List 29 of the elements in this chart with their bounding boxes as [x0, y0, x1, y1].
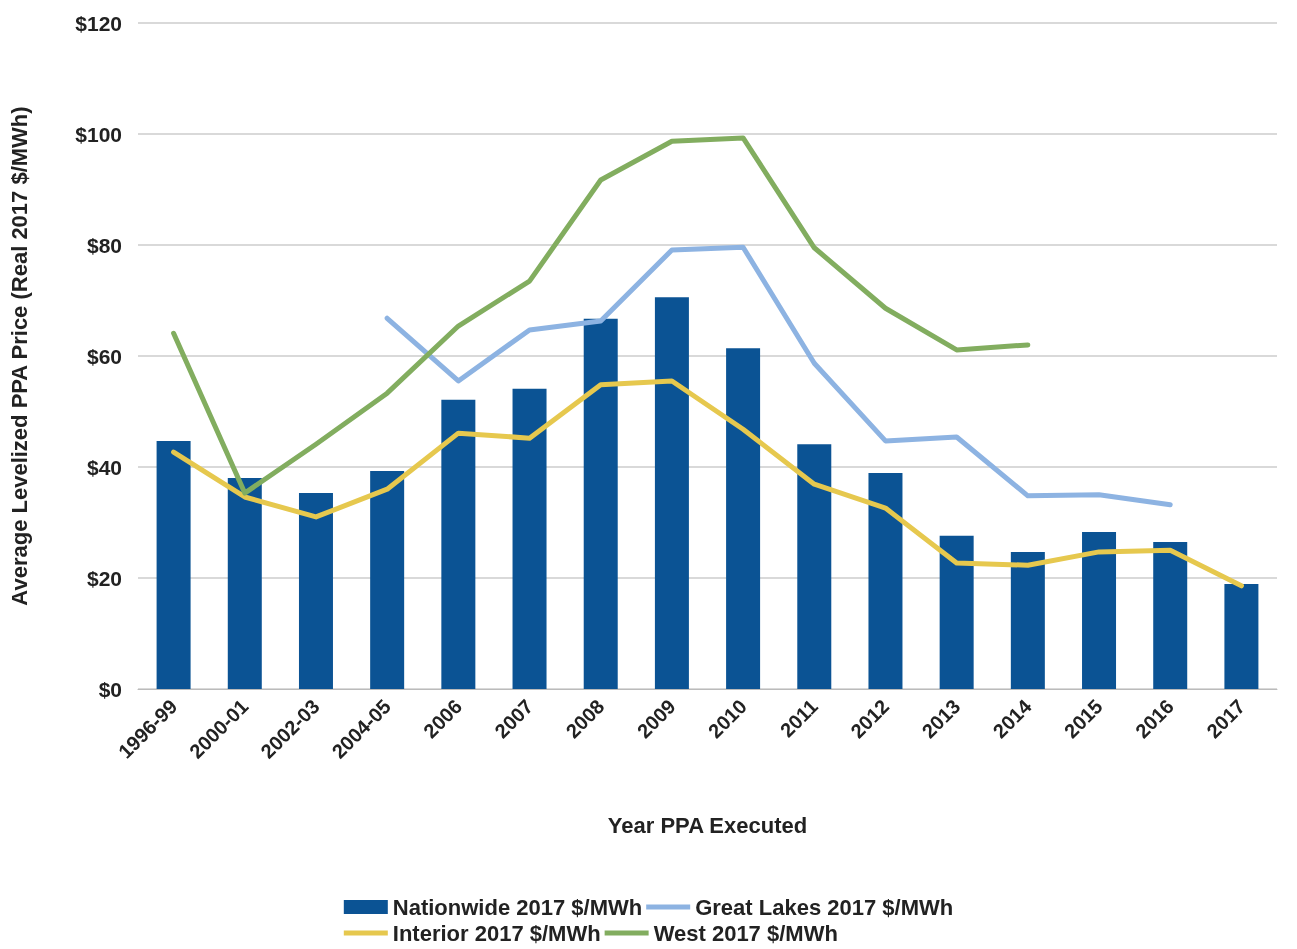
bar — [227, 478, 262, 689]
y-tick-label: $40 — [86, 455, 122, 479]
y-tick-label: $100 — [75, 122, 122, 146]
legend-label: Great Lakes 2017 $/MWh — [695, 894, 954, 920]
bar — [1224, 584, 1259, 689]
y-tick-label: $60 — [86, 344, 122, 368]
bar — [1010, 551, 1045, 689]
bar — [441, 399, 476, 689]
bar — [156, 440, 191, 689]
bar — [726, 348, 761, 689]
x-axis-title: Year PPA Executed — [607, 812, 808, 838]
bar — [1082, 531, 1117, 689]
bar — [370, 470, 405, 689]
y-axis-title: Average Levelized PPA Price (Real 2017 $/MWh) — [6, 106, 32, 606]
legend-label: Interior 2017 $/MWh — [392, 920, 601, 946]
bar — [939, 535, 974, 689]
legend-label: Nationwide 2017 $/MWh — [392, 894, 643, 920]
legend-label: West 2017 $/MWh — [653, 920, 838, 946]
bar — [1153, 541, 1188, 689]
bar — [654, 297, 689, 689]
y-tick-label: $80 — [86, 233, 122, 257]
bar — [797, 444, 832, 689]
y-tick-label: $120 — [75, 11, 122, 35]
y-tick-label: $20 — [86, 566, 122, 590]
bar — [512, 388, 547, 689]
bar — [868, 473, 903, 689]
y-tick-label: $0 — [98, 677, 122, 701]
bar — [298, 493, 333, 689]
bar — [583, 318, 618, 689]
